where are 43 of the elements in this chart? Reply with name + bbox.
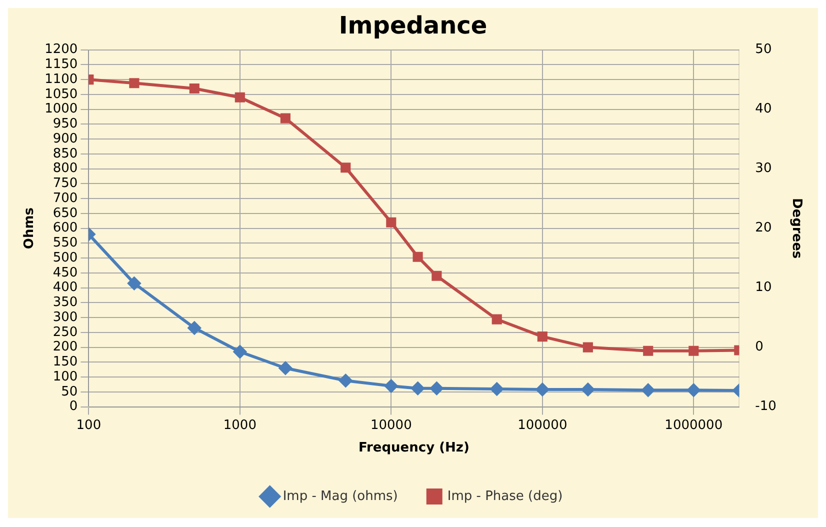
y-tick-label: 200	[52, 340, 78, 355]
y-tick-label: 850	[52, 146, 78, 162]
y2-tick-label: 20	[755, 220, 772, 236]
x-tick-label: 100	[76, 418, 102, 433]
y-tick-label: 600	[52, 220, 78, 236]
y-tick-label: 300	[52, 310, 78, 325]
y-tick-label: 950	[52, 116, 78, 132]
legend-label: Imp - Phase (deg)	[447, 488, 563, 504]
x-axis-title: Frequency (Hz)	[358, 440, 470, 456]
y2-tick-label: 40	[755, 102, 772, 117]
y-tick-label: 500	[52, 250, 78, 266]
x-tick-label: 100000	[518, 418, 568, 433]
y-tick-label: 400	[52, 280, 78, 296]
x-tick-label: 1000000	[664, 418, 723, 433]
legend-label: Imp - Mag (ohms)	[282, 488, 398, 504]
y-axis-title: Ohms	[22, 207, 38, 250]
y2-tick-label: -10	[755, 399, 776, 414]
y-tick-label: 550	[52, 236, 78, 251]
y-tick-label: 1150	[44, 57, 78, 72]
y2-tick-label: 0	[755, 340, 764, 355]
y-tick-label: 100	[52, 369, 78, 384]
y-tick-label: 0	[69, 399, 78, 414]
y-tick-label: 250	[52, 324, 78, 340]
y-tick-label: 450	[52, 265, 78, 280]
y-tick-label: 700	[52, 190, 78, 206]
y2-axis-title: Degrees	[788, 198, 804, 259]
x-tick-label: 10000	[370, 418, 412, 433]
y-tick-label: 1100	[44, 72, 78, 87]
y-tick-label: 50	[61, 384, 78, 400]
y2-tick-label: 10	[755, 280, 772, 296]
y-tick-label: 800	[52, 161, 78, 176]
y-tick-label: 1000	[44, 102, 78, 117]
y-tick-label: 650	[52, 206, 78, 221]
y-tick-label: 150	[52, 354, 78, 370]
y-tick-label: 1200	[44, 42, 78, 58]
x-tick-label: 1000	[223, 418, 256, 433]
y2-tick-label: 50	[755, 42, 772, 58]
y-tick-label: 350	[52, 295, 78, 310]
y2-tick-label: 30	[755, 161, 772, 176]
y-tick-label: 900	[52, 131, 78, 146]
y-tick-label: 1050	[44, 86, 78, 102]
chart-title: Impedance	[338, 12, 488, 40]
y-tick-label: 750	[52, 176, 78, 192]
